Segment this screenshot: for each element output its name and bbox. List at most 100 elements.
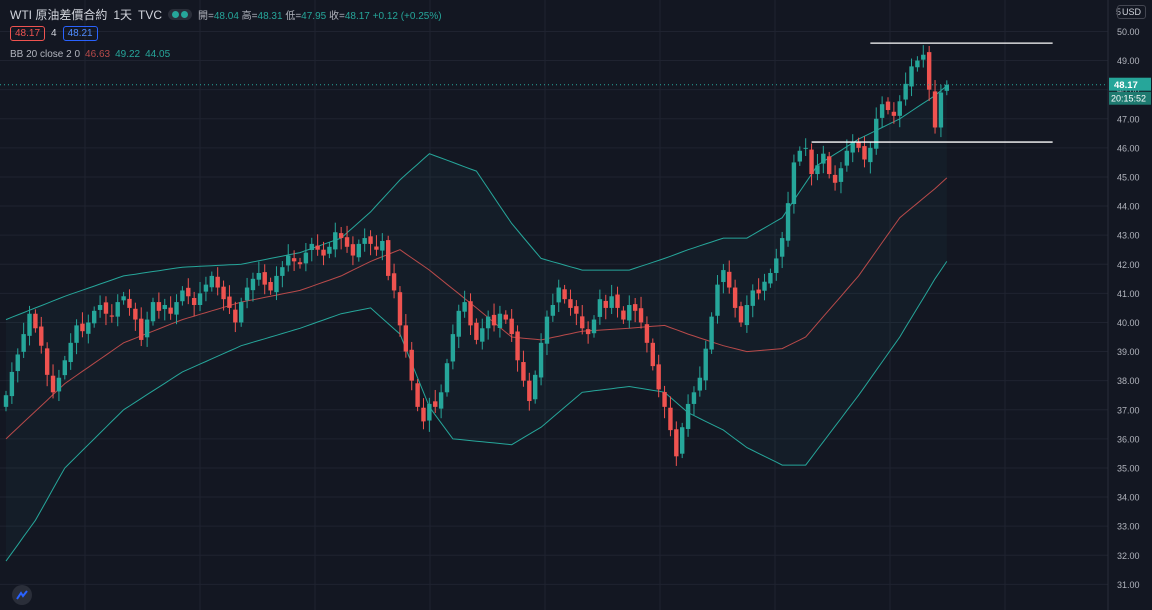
bb-lower-line	[5, 261, 948, 562]
candle-body	[221, 286, 226, 300]
candle-body	[585, 329, 591, 335]
candle-body	[691, 392, 697, 404]
candle-body	[527, 380, 532, 402]
candle-body	[832, 174, 838, 183]
tradingview-logo-icon[interactable]	[12, 585, 32, 605]
candle-body	[421, 407, 426, 422]
source-label: TVC	[138, 7, 163, 22]
candle-body	[9, 371, 15, 397]
candle-body	[932, 91, 938, 128]
candle-body	[391, 273, 397, 291]
candle-body	[215, 276, 220, 288]
candle-body	[256, 272, 262, 280]
candle-body	[815, 165, 820, 175]
y-tick-label: 39.00	[1117, 347, 1140, 357]
y-tick-label: 46.00	[1117, 143, 1140, 153]
y-tick-label: 37.00	[1117, 405, 1140, 415]
candle-body	[756, 289, 761, 294]
y-tick-label: 47.00	[1117, 114, 1140, 124]
symbol-name[interactable]: WTI 原油差價合約	[10, 8, 108, 22]
candle-body	[785, 203, 791, 241]
candle-body	[362, 238, 367, 244]
candle-body	[779, 238, 785, 257]
candle-body	[638, 308, 644, 323]
candle-body	[415, 383, 420, 407]
candle-body	[644, 324, 650, 343]
currency-button[interactable]: USD	[1116, 5, 1146, 19]
candle-body	[550, 305, 556, 316]
candle-body	[450, 334, 456, 362]
candle-body	[27, 313, 32, 336]
candle-body	[186, 287, 191, 297]
bb-basis-value: 46.63	[85, 49, 111, 60]
candle-body	[491, 314, 497, 326]
candle-body	[503, 314, 508, 320]
candle-body	[480, 328, 485, 342]
visibility-toggle[interactable]	[168, 9, 193, 20]
candle-body	[885, 101, 891, 111]
candle-body	[485, 316, 491, 329]
candle-body	[239, 302, 244, 323]
ohlc-values: 開=48.04 高=48.31 低=47.95 收=48.17 +0.12 (+…	[198, 11, 442, 22]
candle-body	[497, 313, 503, 328]
candle-body	[632, 304, 638, 311]
scale-mode-label[interactable]: 5	[1115, 7, 1121, 17]
candle-body	[197, 293, 203, 305]
bb-upper-value: 49.22	[115, 49, 141, 60]
candle-body	[879, 104, 885, 118]
y-tick-label: 44.00	[1117, 202, 1140, 212]
indicator-legend[interactable]: BB 20 close 2 0 46.63 49.22 44.05	[10, 49, 170, 60]
candle-body	[403, 325, 409, 352]
y-tick-label: 41.00	[1117, 289, 1140, 299]
candle-body	[727, 271, 732, 288]
candle-body	[3, 395, 9, 407]
candle-body	[603, 300, 608, 308]
candle-body	[115, 302, 120, 317]
interval-label[interactable]: 1天	[113, 8, 133, 22]
candle-body	[580, 316, 585, 329]
candle-body	[121, 296, 126, 301]
candle-body	[127, 298, 132, 308]
candle-body	[156, 302, 162, 311]
symbol-legend: WTI 原油差價合約 1天 TVC 開=48.04 高=48.31 低=47.9…	[10, 6, 442, 23]
candle-body	[762, 281, 767, 291]
candle-body	[621, 310, 626, 320]
candle-body	[103, 302, 109, 314]
candle-body	[427, 403, 432, 421]
candle-body	[774, 258, 779, 273]
y-tick-label: 33.00	[1117, 522, 1140, 532]
candle-body	[738, 306, 744, 323]
y-tick-label: 31.00	[1117, 580, 1140, 590]
candle-body	[515, 331, 520, 361]
candle-body	[68, 342, 73, 363]
candle-body	[662, 392, 667, 407]
candle-body	[174, 302, 179, 315]
candle-body	[703, 348, 708, 381]
candle-body	[92, 310, 97, 324]
candle-body	[680, 427, 685, 454]
candle-body	[821, 153, 826, 164]
candle-body	[462, 302, 467, 312]
candle-body	[180, 290, 185, 302]
y-tick-label: 36.00	[1117, 434, 1140, 444]
candle-body	[321, 249, 326, 256]
candle-body	[386, 240, 391, 276]
candle-body	[374, 246, 379, 250]
candle-body	[909, 66, 914, 87]
candle-body	[86, 322, 91, 334]
candle-body	[144, 319, 150, 338]
buy-button[interactable]: 48.21	[62, 26, 98, 41]
candle-body	[433, 401, 438, 407]
candle-body	[380, 240, 385, 251]
candle-body	[338, 233, 344, 239]
candle-body	[797, 150, 802, 162]
candle-body	[609, 296, 614, 308]
candle-body	[627, 305, 632, 321]
candle-body	[891, 111, 897, 116]
candle-body	[50, 375, 56, 393]
sell-button[interactable]: 48.17	[10, 26, 46, 41]
candle-body	[897, 101, 902, 116]
y-tick-label: 35.00	[1117, 463, 1140, 473]
candle-body	[721, 270, 726, 283]
